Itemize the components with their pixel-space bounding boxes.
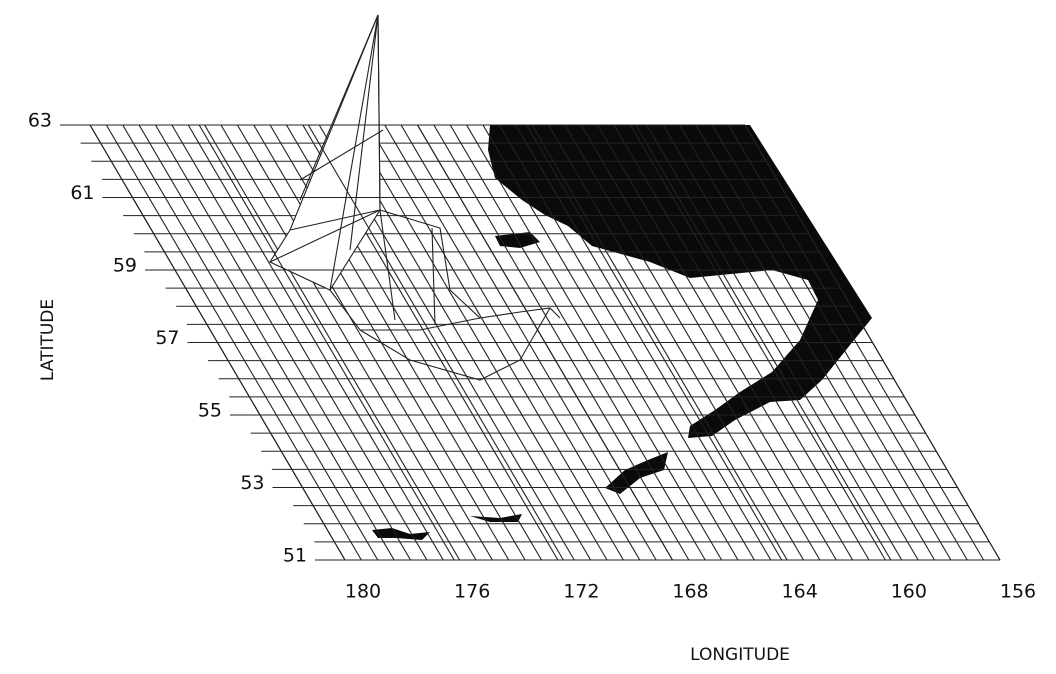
y-axis-title: LATITUDE bbox=[38, 299, 58, 381]
y-tick-label: 61 bbox=[70, 182, 94, 204]
island bbox=[605, 452, 668, 494]
grid-line bbox=[198, 124, 455, 561]
y-tick-label: 53 bbox=[240, 472, 264, 494]
x-tick-label: 160 bbox=[891, 581, 927, 603]
land-mass bbox=[488, 125, 872, 438]
x-tick-label: 156 bbox=[1000, 581, 1036, 603]
x-tick-label: 180 bbox=[345, 581, 381, 603]
y-tick-label: 55 bbox=[198, 400, 222, 422]
y-tick-label: 51 bbox=[283, 545, 307, 567]
island bbox=[470, 514, 522, 522]
x-tick-label: 176 bbox=[454, 581, 490, 603]
grid-line bbox=[89, 124, 346, 561]
grid-line bbox=[744, 124, 1001, 561]
island bbox=[372, 528, 430, 540]
x-tick-label: 168 bbox=[672, 581, 708, 603]
x-tick-label: 164 bbox=[782, 581, 818, 603]
grid-line bbox=[307, 124, 564, 561]
y-tick-label: 57 bbox=[155, 327, 179, 349]
x-axis-title: LONGITUDE bbox=[690, 645, 790, 665]
grid-line bbox=[417, 124, 673, 561]
grid-line bbox=[526, 124, 783, 561]
y-tick-label: 63 bbox=[28, 110, 52, 132]
x-tick-label: 172 bbox=[563, 581, 599, 603]
y-tick-label: 59 bbox=[113, 255, 137, 277]
grid-line bbox=[635, 124, 892, 561]
